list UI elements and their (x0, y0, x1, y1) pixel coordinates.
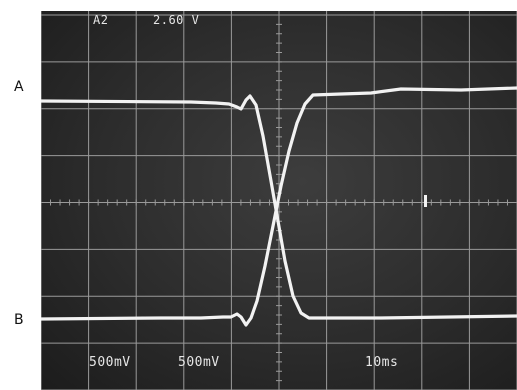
trigger-channel-readout: A2 (93, 13, 109, 27)
ch2-scale-readout: 500mV (178, 355, 220, 370)
ch1-scale-readout: 500mV (89, 355, 131, 370)
trigger-marker (424, 195, 427, 207)
trace-b (41, 86, 517, 327)
oscilloscope-screen: A2 2.60 V 500mV 500mV 10ms (41, 11, 517, 390)
trigger-level-readout: 2.60 V (153, 13, 200, 27)
timebase-readout: 10ms (365, 355, 399, 370)
trace-a (41, 94, 517, 320)
scope-display (41, 11, 517, 390)
trace-a-label: A (14, 79, 24, 95)
trace-b-label: B (14, 312, 24, 328)
